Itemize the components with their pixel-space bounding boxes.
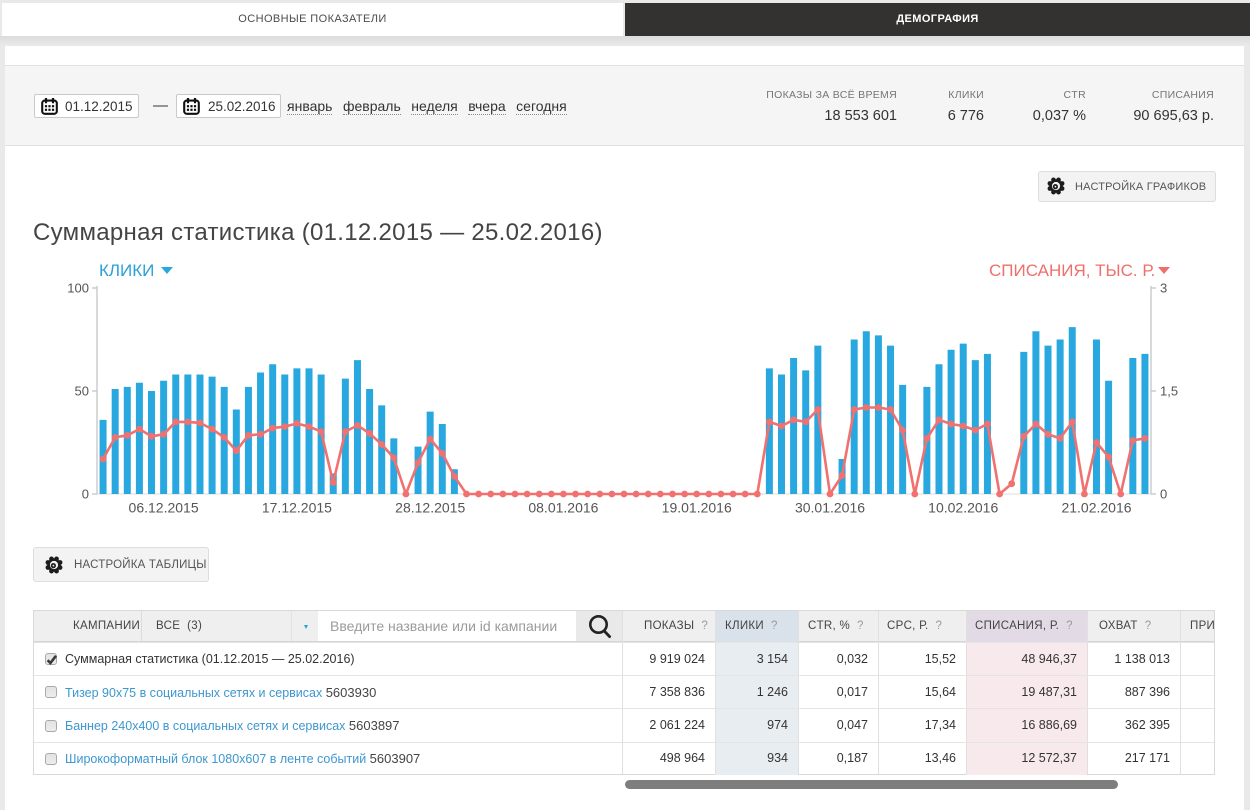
svg-text:0: 0 (82, 487, 89, 502)
svg-text:10.02.2016: 10.02.2016 (928, 500, 998, 516)
svg-text:30.01.2016: 30.01.2016 (795, 500, 865, 516)
svg-text:50: 50 (75, 384, 89, 399)
svg-text:06.12.2015: 06.12.2015 (129, 500, 199, 516)
svg-text:1,5: 1,5 (1160, 384, 1178, 399)
svg-text:21.02.2016: 21.02.2016 (1061, 500, 1131, 516)
svg-text:3: 3 (1160, 281, 1167, 296)
svg-text:100: 100 (67, 281, 89, 296)
svg-text:0: 0 (1160, 487, 1167, 502)
svg-text:19.01.2016: 19.01.2016 (662, 500, 732, 516)
svg-text:17.12.2015: 17.12.2015 (262, 500, 332, 516)
svg-text:08.01.2016: 08.01.2016 (528, 500, 598, 516)
svg-text:28.12.2015: 28.12.2015 (395, 500, 465, 516)
